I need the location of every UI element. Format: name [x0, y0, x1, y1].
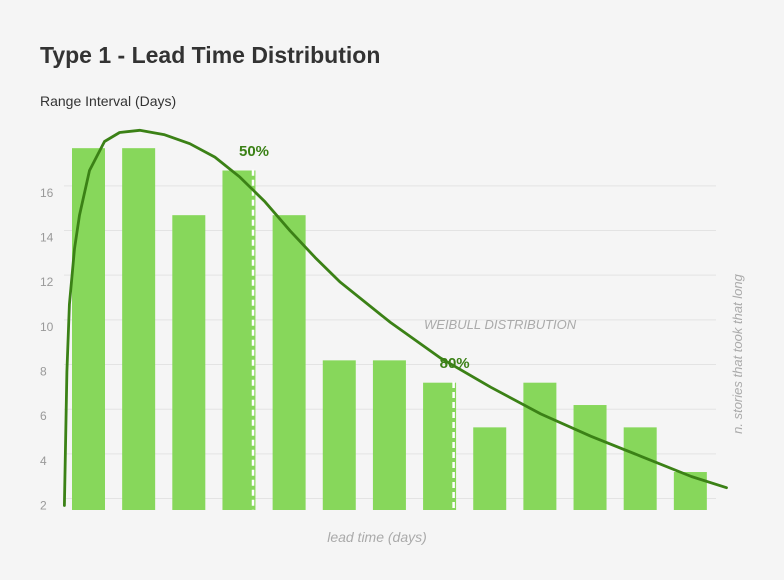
bar [72, 148, 105, 510]
x-axis-label: lead time (days) [327, 529, 427, 545]
y-tick-label: 16 [40, 186, 54, 200]
y-tick-label: 14 [40, 231, 54, 245]
y-tick-label: 2 [40, 499, 47, 513]
bar [222, 170, 256, 510]
bar [523, 382, 557, 510]
bar [172, 215, 206, 510]
y-axis-label: n. stories that took that long [730, 273, 745, 433]
percentile-label: 50% [239, 143, 269, 160]
bar [122, 148, 156, 510]
chart-subtitle: Range Interval (Days) [40, 93, 177, 109]
y-tick-label: 12 [40, 275, 54, 289]
bar [322, 360, 356, 510]
y-tick-label: 8 [40, 365, 47, 379]
bar [423, 382, 457, 510]
bar [272, 215, 306, 510]
bar [473, 427, 507, 510]
chart-title: Type 1 - Lead Time Distribution [40, 42, 381, 68]
bar [673, 472, 707, 510]
y-tick-label: 6 [40, 409, 47, 423]
percentile-label: 80% [440, 355, 470, 372]
bar [573, 405, 607, 510]
weibull-curve [63, 128, 728, 507]
y-tick-label: 10 [40, 320, 54, 334]
bar [372, 360, 406, 510]
curve-label: WEIBULL DISTRIBUTION [424, 317, 577, 332]
y-tick-label: 4 [40, 454, 47, 468]
bar [623, 427, 657, 510]
